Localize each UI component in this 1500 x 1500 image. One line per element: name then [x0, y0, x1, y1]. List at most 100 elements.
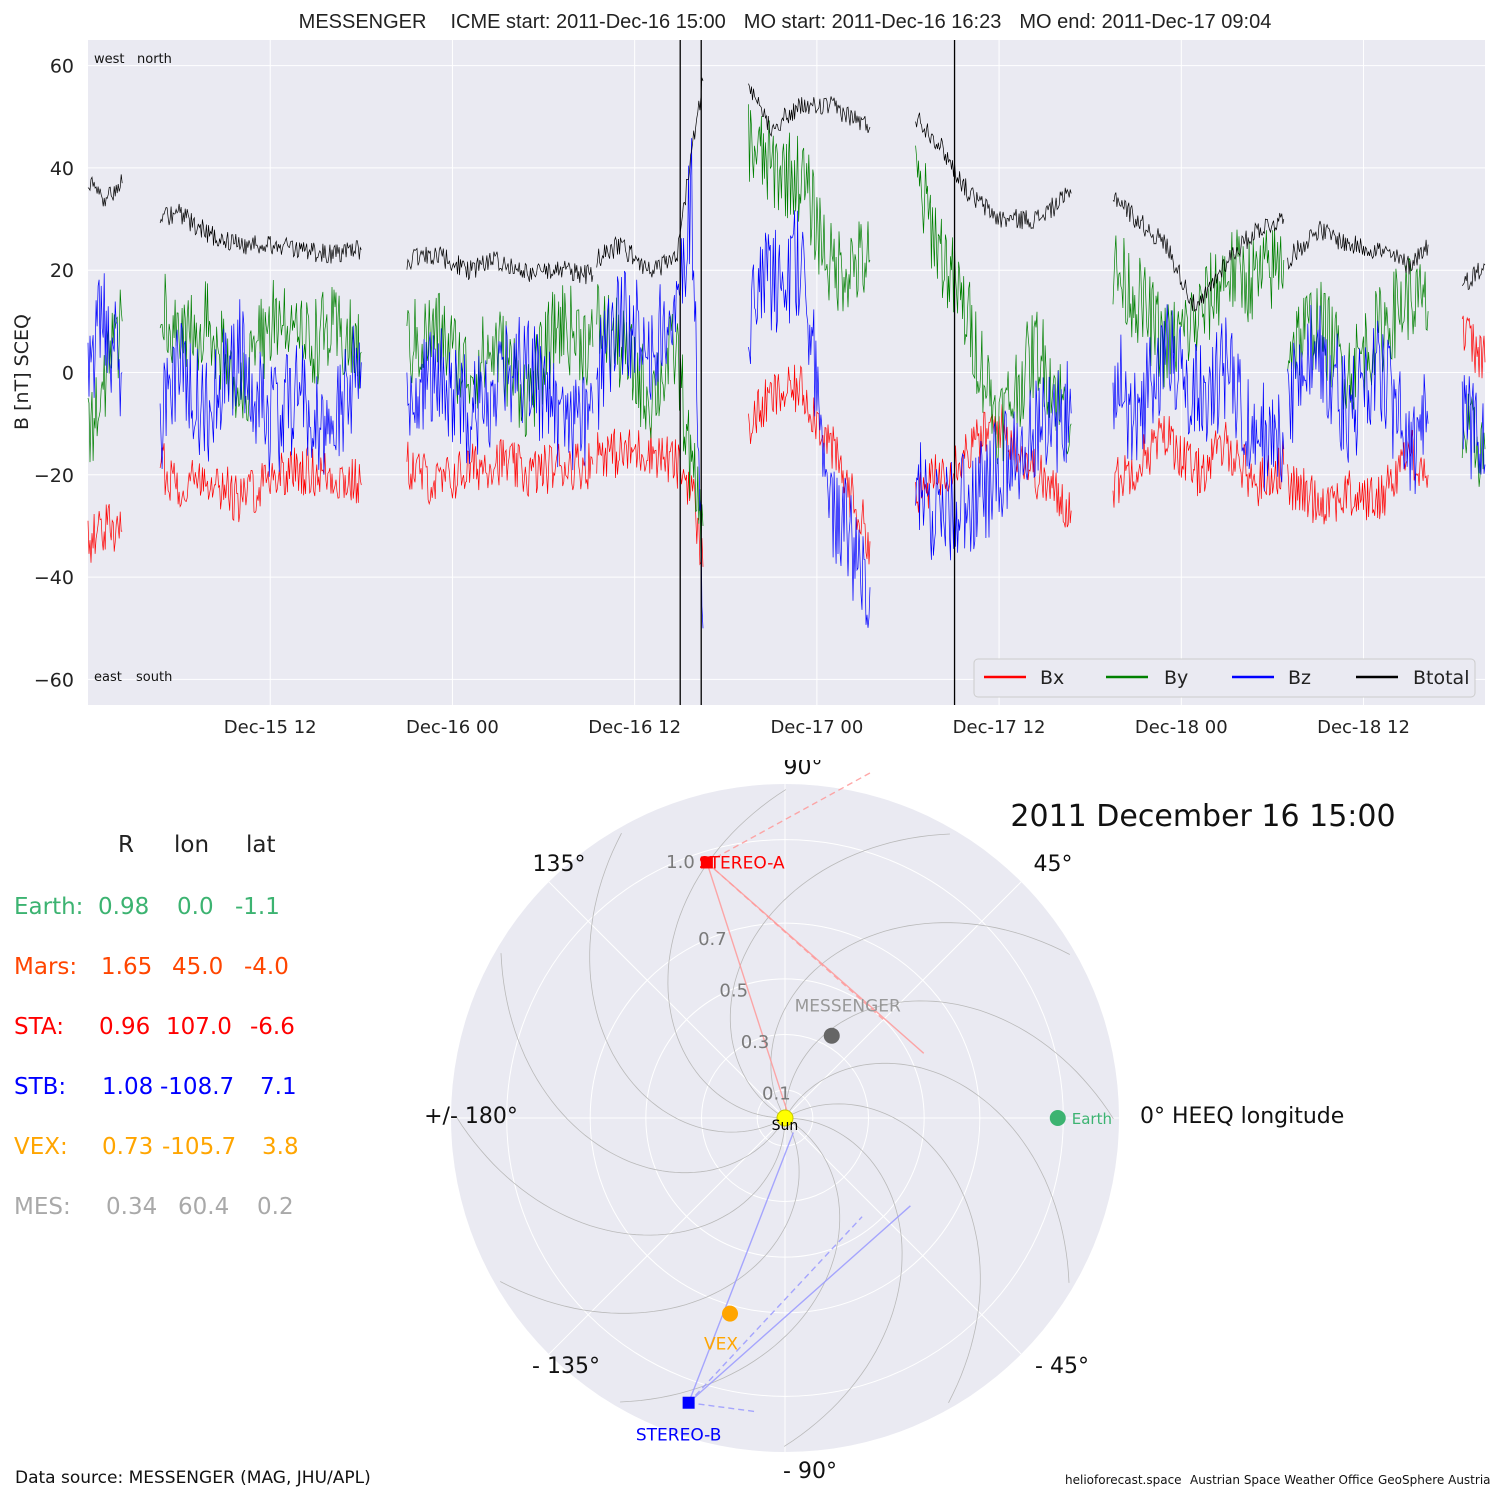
credit-aswo: Austrian Space Weather Office: [1190, 1473, 1374, 1487]
series-line-bx: [596, 427, 704, 567]
y-axis-label: B [nT] SCEQ: [11, 314, 33, 430]
row-name: MES:: [14, 1194, 71, 1220]
series-line-btotal: [1461, 262, 1486, 290]
radial-tick-label: 0.1: [762, 1083, 791, 1104]
row-name: STB:: [14, 1074, 67, 1100]
series-line-bx: [1287, 429, 1429, 525]
row-name: Mars:: [14, 954, 78, 980]
corner-label-south: south: [136, 670, 172, 685]
parker-spiral-line: [589, 833, 781, 1133]
row-r: 0.73: [102, 1134, 154, 1160]
series-line-bz: [1287, 304, 1429, 495]
row-lat: -6.6: [250, 1014, 295, 1040]
messenger-label: MESSENGER: [795, 997, 901, 1017]
stereo-b-fov-line: [687, 1132, 795, 1403]
row-lon: 0.0: [177, 894, 214, 920]
stereo-b-fov-line: [688, 1216, 863, 1404]
corner-label-north: north: [137, 52, 172, 67]
row-lon: 45.0: [172, 954, 224, 980]
y-tick-label: 0: [62, 363, 74, 385]
earth-marker: [1049, 1110, 1066, 1126]
parker-spiral-line: [787, 1062, 1070, 1283]
stereo-b-fov-line: [688, 1205, 911, 1404]
parker-spiral-line: [789, 1103, 981, 1403]
y-tick-label: 20: [50, 260, 74, 282]
series-line-bz: [596, 138, 704, 629]
angle-label-0: 0° HEEQ longitude: [1140, 1104, 1344, 1129]
corner-label-west: west: [94, 52, 125, 67]
y-tick-label: 40: [50, 158, 74, 180]
series-line-bz: [748, 210, 871, 628]
row-r: 1.65: [101, 954, 153, 980]
stereo-a-label: STEREO-A: [699, 853, 785, 873]
chart-title: MESSENGER ICME start: 2011-Dec-16 15:00 MO…: [299, 11, 1272, 33]
parker-spiral-line: [500, 1122, 800, 1314]
stereo-a-fov-line: [706, 862, 789, 1114]
row-name: VEX:: [14, 1134, 68, 1160]
row-lon: 107.0: [166, 1014, 232, 1040]
radial-tick-label: 0.5: [719, 980, 748, 1001]
series-line-bx: [915, 404, 1072, 528]
series-line-bx: [1112, 415, 1285, 508]
corner-label-east: east: [94, 670, 122, 685]
stereo-a-fov-line: [706, 861, 925, 1054]
row-name: STA:: [14, 1014, 64, 1040]
series-line-bx: [1461, 315, 1486, 379]
stereo-b-label: STEREO-B: [636, 1426, 722, 1446]
row-r: 0.96: [99, 1014, 151, 1040]
parker-spiral-line: [456, 1116, 786, 1236]
parker-spiral-line: [667, 789, 787, 1119]
angle-label-minus-45: - 45°: [1035, 1354, 1089, 1379]
header-r: R: [118, 832, 134, 858]
series-line-btotal: [1287, 220, 1429, 275]
polar-chart: 2011 December 16 15:00 Sun Earth MESSENGER…: [424, 760, 1395, 1484]
stereo-a-marker: [700, 856, 713, 869]
parker-spiral-line: [729, 833, 950, 1116]
legend-box: [973, 658, 1476, 698]
vex-label: VEX: [704, 1335, 738, 1355]
radial-tick-label: 0.7: [698, 929, 727, 950]
series-line-bz: [915, 361, 1072, 561]
parker-spiral-line: [784, 1000, 1114, 1120]
series-line-btotal: [87, 174, 123, 207]
series-line-by: [1287, 258, 1429, 410]
messenger-marker: [823, 1027, 840, 1044]
data-source-note: Data source: MESSENGER (MAG, JHU/APL): [15, 1468, 371, 1488]
radial-tick-label: 1.0: [666, 852, 695, 873]
series-line-by: [159, 273, 362, 422]
series-line-btotal: [159, 203, 362, 264]
series-line-btotal: [406, 246, 594, 285]
row-r: 1.08: [102, 1074, 154, 1100]
credit-geosphere: GeoSphere Austria: [1378, 1473, 1491, 1487]
row-r: 0.98: [98, 894, 150, 920]
stereo-a-fov-line: [706, 771, 872, 864]
angle-label-135: 135°: [533, 852, 586, 877]
earth-label: Earth: [1072, 1110, 1112, 1128]
series-line-btotal: [748, 83, 871, 137]
row-lon: -108.7: [160, 1074, 235, 1100]
series-line-btotal: [1112, 192, 1285, 313]
vex-marker: [722, 1305, 739, 1322]
radial-tick-label: 0.3: [741, 1032, 770, 1053]
credit-helioforecast: helioforecast.space: [1065, 1473, 1182, 1487]
series-line-bx: [87, 504, 123, 563]
stereo-b-marker: [682, 1396, 695, 1409]
legend-label-bz: Bz: [1288, 667, 1311, 689]
series-line-bz: [406, 316, 594, 471]
legend: Bx By Bz Btotal: [973, 658, 1476, 698]
parker-spiral-line: [783, 1117, 903, 1447]
row-lat: -4.0: [244, 954, 289, 980]
y-tick-label: −60: [34, 669, 74, 691]
series-line-bz: [1112, 304, 1285, 492]
legend-label-by: By: [1164, 667, 1188, 689]
x-tick-label: Dec-18 12: [1317, 717, 1410, 738]
timeseries-chart: MESSENGER ICME start: 2011-Dec-16 15:00 MO…: [11, 11, 1486, 738]
series-line-bx: [159, 443, 362, 523]
row-lat: 7.1: [260, 1074, 297, 1100]
x-tick-label: Dec-18 00: [1135, 717, 1228, 738]
sun-marker: [776, 1109, 794, 1127]
series-line-by: [406, 285, 594, 437]
row-lat: -1.1: [235, 894, 280, 920]
row-lon: 60.4: [178, 1194, 230, 1220]
x-tick-label: Dec-16 00: [406, 717, 499, 738]
